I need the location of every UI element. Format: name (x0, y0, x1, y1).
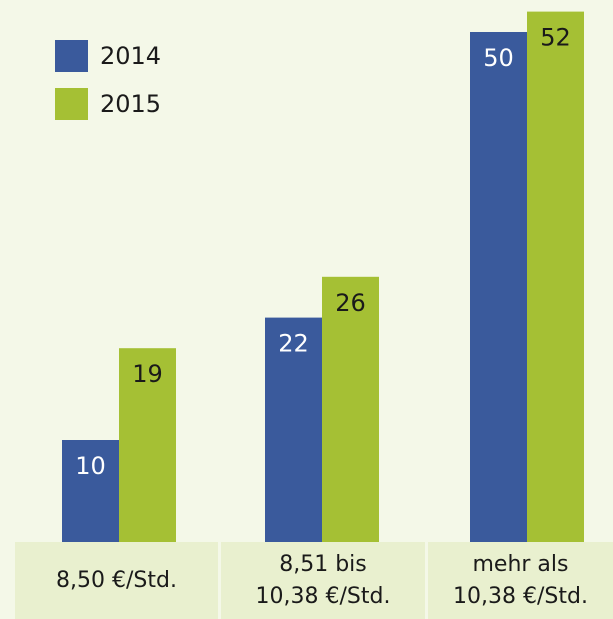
value-label: 19 (132, 360, 163, 388)
legend-label: 2015 (100, 90, 161, 118)
bar (62, 440, 119, 542)
legend-label: 2014 (100, 42, 161, 70)
bar (322, 276, 379, 542)
bar (119, 348, 176, 542)
bar (265, 317, 322, 542)
value-label: 52 (540, 24, 571, 52)
legend-swatch (55, 88, 88, 120)
value-label: 22 (278, 330, 309, 358)
bar (527, 11, 584, 543)
category-label: 8,50 €/Std. (15, 542, 218, 619)
category-label: mehr als 10,38 €/Std. (428, 542, 613, 619)
value-label: 10 (75, 452, 106, 480)
legend-swatch (55, 40, 88, 72)
bar (470, 32, 527, 542)
value-label: 50 (483, 44, 514, 72)
category-label: 8,51 bis 10,38 €/Std. (221, 542, 425, 619)
value-label: 26 (335, 289, 366, 317)
